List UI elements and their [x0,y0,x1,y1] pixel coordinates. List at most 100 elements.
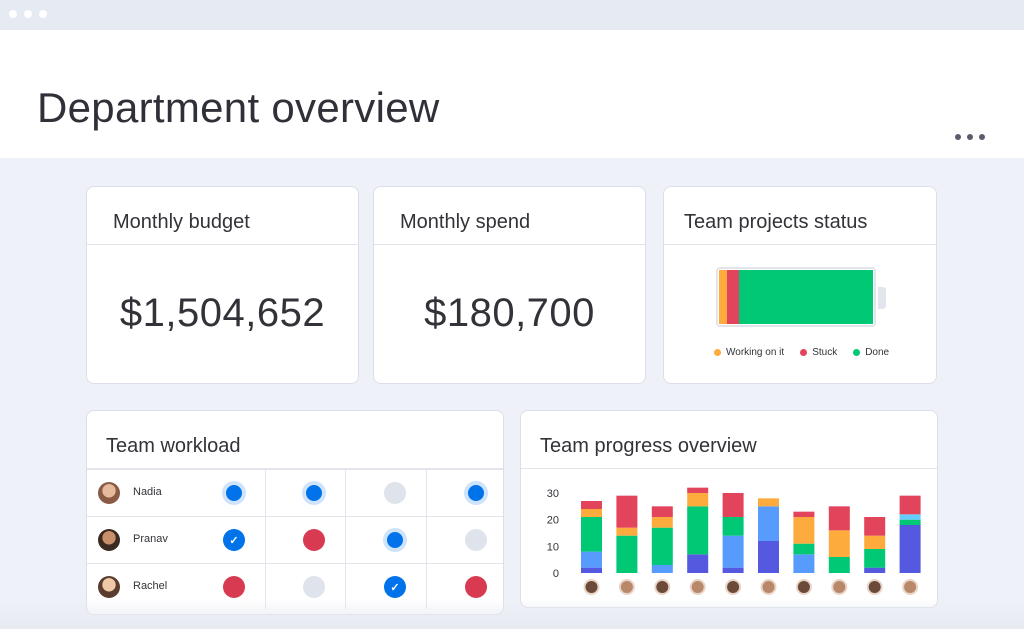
bar-segment [793,543,815,555]
bar-segment [687,554,709,573]
team-progress-card: Team progress overview 0 10 20 30 [520,410,938,608]
workload-status-blue-ring[interactable] [387,532,403,548]
bar-segment [722,493,744,517]
bar-segment [651,527,673,565]
bar-segment [687,493,709,507]
bar-segment [581,551,602,568]
bar-segment [581,567,602,573]
card-title: Monthly budget [87,187,358,245]
window-titlebar [0,0,1024,30]
column-divider [426,469,427,609]
bar-segment [651,517,673,528]
legend-label: Done [865,347,890,358]
workload-status-red[interactable] [303,529,325,551]
card-title: Monthly spend [374,187,645,245]
table-row: Nadia [87,469,503,516]
bar-segment [864,549,886,568]
legend-dot [714,349,721,356]
more-horizontal-icon [955,134,961,140]
workload-status-red[interactable] [465,576,487,598]
bar-segment [616,535,638,573]
workload-status-blue-check[interactable]: ✓ [223,529,245,551]
bar-segment [581,517,602,552]
person-name: Rachel [133,580,168,592]
workload-status-blue-ring[interactable] [306,485,322,501]
legend-dot [853,349,861,356]
bar-avatar [725,579,742,595]
column-divider [265,469,266,609]
page-title: Department overview [37,84,440,131]
status-segment-done [739,270,873,324]
status-segment-working-on-it [719,270,727,324]
workload-status-red[interactable] [223,576,245,598]
bar-segment [616,527,638,536]
workload-status-blue-check[interactable]: ✓ [384,576,406,598]
table-row: Rachel ✓ [87,563,503,610]
card-title: Team projects status [664,187,936,245]
legend-label: Stuck [812,347,838,358]
avatar [98,529,120,551]
team-projects-status-card: Team projects status Working on it Stuck D… [663,186,937,384]
workload-status-empty[interactable] [465,529,487,551]
more-horizontal-icon-dot [979,134,985,140]
progress-chart: 0 10 20 30 [547,487,921,595]
window-minimize-dot[interactable] [24,10,32,18]
status-segment-stuck [726,270,739,324]
card-title: Team progress overview [521,411,937,469]
bar-avatar [654,579,671,595]
workload-status-blue-ring[interactable] [468,485,484,501]
budget-value: $1,504,652 [119,291,326,335]
monthly-spend-card: Monthly spend $180,700 [373,186,646,384]
bar-avatar [795,579,812,595]
bar-segment [758,541,779,573]
y-tick-label: 20 [547,515,559,527]
person-name: Pranav [133,533,168,545]
bar-segment [616,495,638,528]
bar-segment [899,525,921,573]
bar-segment [864,517,886,536]
workload-status-blue-ring[interactable] [226,485,242,501]
bar-segment [687,506,709,555]
bar-segment [581,501,602,509]
bar-segment [899,495,921,515]
battery-tip [878,287,886,309]
bar-avatar [831,579,848,595]
more-options-button[interactable] [950,126,990,150]
bar-segment [864,567,886,573]
window-maximize-dot[interactable] [39,10,47,18]
y-tick-label: 30 [547,488,559,500]
team-workload-card: Team workload Nadia Pranav ✓ Rachel ✓ [86,410,504,615]
bar-segment [828,530,850,557]
bar-segment [687,487,709,493]
window-close-dot[interactable] [9,10,17,18]
status-battery-bar [716,267,876,327]
legend-label: Working on it [726,347,785,358]
bar-segment [828,557,850,573]
bar-segment [651,506,673,517]
monthly-budget-card: Monthly budget $1,504,652 [86,186,359,384]
bar-segment [793,517,815,544]
spend-value: $180,700 [424,291,595,335]
status-legend: Working on it Stuck Done [714,347,905,358]
table-row: Pranav ✓ [87,516,503,563]
avatar [98,576,120,598]
bar-avatar [689,579,706,595]
bar-segment [864,535,886,549]
bar-segment [758,506,779,541]
y-tick-label: 10 [547,541,559,553]
bar-segment [828,506,850,531]
bar-segment [722,567,744,573]
bar-segment [581,509,602,517]
workload-status-empty[interactable] [303,576,325,598]
bar-segment [793,554,815,573]
bar-avatar [760,579,777,595]
y-tick-label: 0 [553,568,559,580]
bar-segment [899,514,921,520]
page-header: Department overview [0,30,1024,158]
bar-avatar [866,579,883,595]
workload-status-empty[interactable] [384,482,406,504]
bar-segment [722,517,744,536]
card-title: Team workload [87,411,503,469]
person-name: Nadia [133,486,162,498]
legend-item: Working on it [714,347,784,358]
